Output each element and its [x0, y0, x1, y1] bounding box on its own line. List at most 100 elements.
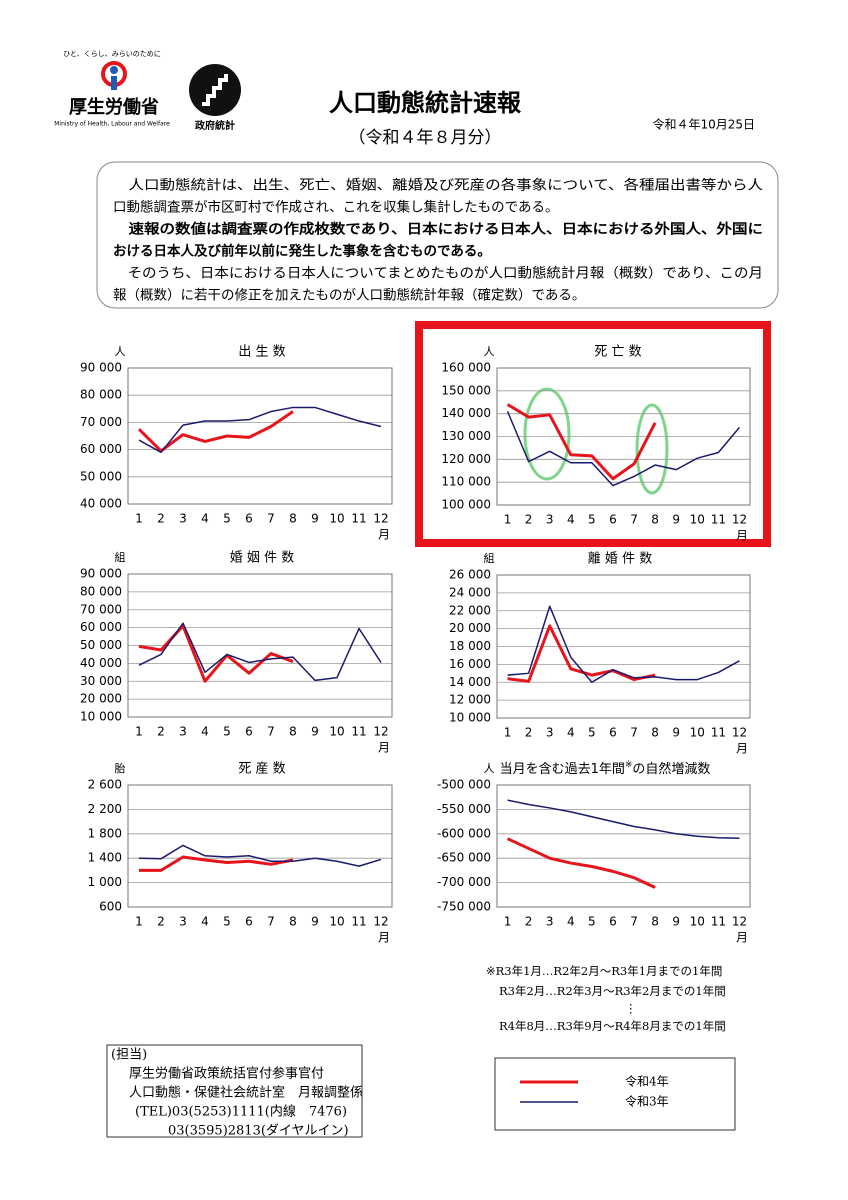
- y-tick-label: 22 000: [449, 603, 491, 617]
- series-line: [138, 622, 382, 682]
- x-unit: 月: [736, 931, 748, 945]
- x-tick-label: 8: [651, 513, 659, 527]
- footnote: ⋮: [625, 1001, 637, 1015]
- x-tick-label: 7: [267, 512, 275, 526]
- y-tick-label: 24 000: [449, 585, 491, 599]
- x-tick-label: 10: [690, 726, 705, 740]
- y-unit: 胎: [115, 761, 126, 775]
- contact-line: 人口動態・保健社会統計室 月報調整係: [129, 1085, 363, 1101]
- x-unit: 月: [378, 741, 390, 755]
- legend-label: 令和4年: [625, 1074, 669, 1089]
- x-tick-label: 5: [588, 915, 596, 929]
- y-tick-label: 600: [99, 900, 122, 914]
- y-tick-label: -750 000: [437, 900, 491, 914]
- intro-line: そのうち、日本における日本人についてまとめたものが人口動態統計月報（概数）であり…: [113, 266, 763, 282]
- x-tick-label: 1: [135, 512, 143, 526]
- x-tick-label: 8: [289, 725, 297, 739]
- x-tick-label: 5: [223, 725, 231, 739]
- x-tick-label: 8: [651, 726, 659, 740]
- ministry-en: Ministry of Health, Labour and Welfare: [54, 121, 170, 128]
- x-unit: 月: [736, 742, 748, 756]
- y-tick-label: 60 000: [80, 442, 122, 456]
- legend-box: [494, 1057, 736, 1131]
- x-unit: 月: [378, 931, 390, 945]
- x-tick-label: 7: [630, 726, 638, 740]
- x-tick-label: 10: [329, 512, 344, 526]
- doc-date: 令和４年10月25日: [652, 117, 755, 132]
- contact-line: (担当): [111, 1048, 147, 1063]
- plot-frame: [496, 574, 751, 719]
- x-tick-label: 1: [504, 726, 512, 740]
- highlight-ellipse: [523, 387, 571, 481]
- x-tick-label: 3: [546, 513, 554, 527]
- legend-label: 令和3年: [625, 1094, 669, 1109]
- ministry-name: 厚生労働省: [69, 96, 159, 118]
- x-tick-label: 10: [690, 915, 705, 929]
- series-line: [139, 855, 294, 872]
- y-tick-label: 30 000: [80, 674, 122, 688]
- plot-frame: [127, 367, 393, 505]
- highlight-box: [415, 321, 771, 547]
- y-tick-label: 40 000: [80, 497, 122, 511]
- y-tick-label: 26 000: [449, 568, 491, 582]
- series-line: [507, 799, 740, 839]
- x-tick-label: 5: [588, 513, 596, 527]
- x-tick-label: 11: [351, 915, 366, 929]
- x-tick-label: 6: [245, 915, 253, 929]
- x-tick-label: 3: [179, 512, 187, 526]
- logo-body: [111, 76, 117, 90]
- intro-line: 人口動態統計は、出生、死亡、婚姻、離婚及び死産の各事象について、各種届出書等から…: [113, 177, 764, 194]
- chart-title: 婚 姻 件 数: [230, 551, 294, 566]
- chart-title: 離 婚 件 数: [588, 552, 652, 567]
- x-tick-label: 4: [567, 513, 575, 527]
- y-tick-label: 16 000: [449, 657, 491, 671]
- y-tick-label: 1 000: [88, 875, 122, 889]
- x-tick-label: 9: [672, 513, 680, 527]
- ministry-logo: [101, 61, 127, 90]
- x-tick-label: 1: [135, 725, 143, 739]
- x-tick-label: 3: [546, 915, 554, 929]
- series-line: [507, 624, 656, 683]
- y-tick-label: 2 600: [88, 778, 122, 792]
- x-tick-label: 4: [201, 725, 209, 739]
- x-tick-label: 12: [373, 725, 388, 739]
- series-line: [138, 406, 382, 454]
- y-tick-label: 1 400: [88, 851, 122, 865]
- x-tick-label: 2: [525, 915, 533, 929]
- x-tick-label: 9: [311, 725, 319, 739]
- x-tick-label: 11: [351, 725, 366, 739]
- y-tick-label: 160 000: [441, 361, 491, 375]
- contact-box: [106, 1044, 363, 1138]
- y-tick-label: 12 000: [449, 693, 491, 707]
- x-tick-label: 1: [504, 513, 512, 527]
- series-line: [506, 403, 657, 481]
- y-tick-label: 150 000: [441, 383, 491, 397]
- y-tick-label: 70 000: [80, 415, 122, 429]
- y-tick-label: 100 000: [441, 498, 491, 512]
- x-tick-label: 8: [289, 915, 297, 929]
- y-tick-label: 40 000: [80, 656, 122, 670]
- x-unit: 月: [736, 529, 748, 543]
- x-tick-label: 2: [157, 512, 165, 526]
- chart-title-part: 当月を含む過去1年間: [500, 761, 625, 777]
- intro-line: 報（概数）に若干の修正を加えたものが人口動態統計年報（確定数）である。: [113, 288, 585, 304]
- y-tick-label: 50 000: [80, 469, 122, 483]
- y-unit: 組: [484, 552, 495, 565]
- x-tick-label: 3: [546, 726, 554, 740]
- series-line: [506, 411, 741, 487]
- slogan: ひと、くらし、みらいのために: [63, 50, 161, 58]
- y-tick-label: -700 000: [437, 875, 491, 889]
- x-tick-label: 11: [711, 513, 726, 527]
- y-unit: 人: [484, 345, 495, 358]
- y-tick-label: 20 000: [449, 621, 491, 635]
- footnote: ※R3年1月…R2年2月～R3年1月までの1年間: [486, 964, 722, 978]
- x-tick-label: 5: [223, 512, 231, 526]
- x-tick-label: 12: [373, 915, 388, 929]
- series-line: [507, 605, 740, 683]
- y-unit: 人: [484, 762, 495, 775]
- y-tick-label: 110 000: [441, 475, 491, 489]
- y-tick-label: 20 000: [80, 692, 122, 706]
- logo-head: [110, 66, 118, 74]
- y-tick-label: 10 000: [80, 710, 122, 724]
